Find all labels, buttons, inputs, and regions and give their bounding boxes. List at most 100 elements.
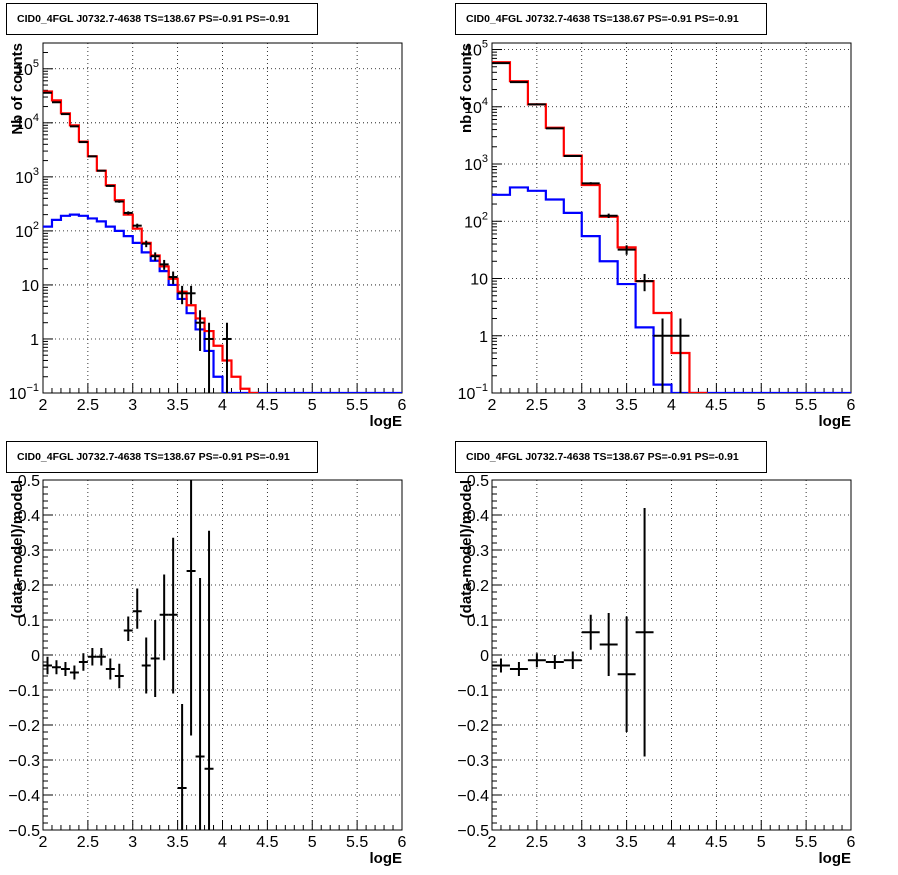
y-tick-label: 0	[480, 648, 489, 665]
panel-title-top-right: CID0_4FGL J0732.7-4638 TS=138.67 PS=-0.9…	[455, 3, 767, 35]
y-tick-label: 0.2	[18, 578, 40, 595]
y-tick-label-base: 10	[458, 386, 476, 403]
data-point	[51, 660, 61, 675]
data-point	[96, 169, 106, 172]
x-tick-label: 5.5	[795, 397, 817, 414]
data-point	[43, 656, 52, 675]
series-step-1	[492, 61, 708, 393]
panel-title-bottom-left: CID0_4FGL J0732.7-4638 TS=138.67 PS=-0.9…	[6, 441, 318, 473]
y-tick-label-exp: −1	[475, 382, 488, 394]
series-points-2	[43, 91, 232, 393]
x-tick-label: 5	[308, 834, 317, 851]
y-tick-label: 104	[15, 112, 39, 133]
data-point	[168, 537, 178, 694]
data-point	[563, 651, 582, 669]
data-point	[105, 184, 115, 187]
y-tick-label-exp: 4	[33, 112, 39, 124]
y-tick-label: 0.2	[467, 578, 489, 595]
panel-2: 2 2.5 3 3.5 4 4.5 5 5.5 6 −0.5 −0.4 −0.3 −0.2 −0.1 0 0.…	[8, 473, 406, 867]
data-point	[78, 141, 88, 144]
data-point	[204, 530, 214, 830]
x-axis-title: logE	[819, 850, 852, 867]
y-tick-label: 103	[15, 166, 39, 187]
series-step-1	[43, 90, 259, 393]
data-point	[114, 200, 124, 203]
data-point	[527, 653, 546, 668]
data-point	[150, 620, 160, 697]
y-axis-title: Nb of counts	[9, 43, 26, 135]
y-tick-label-base: 10	[9, 386, 27, 403]
data-point	[105, 658, 115, 680]
y-tick-label: 0.4	[18, 508, 40, 525]
y-tick-label: 0.5	[467, 473, 489, 490]
grid	[43, 480, 402, 830]
data-point	[87, 155, 97, 158]
y-tick-label-base: 10	[15, 116, 33, 133]
data-point	[114, 663, 124, 689]
y-tick-label: 102	[15, 220, 39, 241]
data-point	[69, 125, 79, 128]
data-layer	[492, 508, 654, 757]
y-tick-label-base: 10	[464, 100, 482, 117]
series-step-0	[492, 186, 851, 393]
y-tick-label-exp: 4	[482, 96, 488, 108]
tick-labels: 2 2.5 3 3.5 4 4.5 5 5.5 6 −0.5 −0.4 −0.3 −0.2 −0.1 0 0.…	[457, 473, 855, 851]
series-step-0	[43, 213, 402, 393]
data-point	[545, 127, 564, 130]
y-tick-label-exp: −1	[26, 382, 39, 394]
x-tick-label: 3	[577, 397, 586, 414]
y-tick-label: −0.3	[457, 753, 489, 770]
y-tick-label: 105	[15, 58, 39, 79]
x-tick-label: 5	[308, 397, 317, 414]
y-tick-label-exp: 2	[33, 220, 39, 232]
x-tick-label: 2.5	[526, 834, 548, 851]
y-tick-label: 0.3	[18, 543, 40, 560]
x-tick-label: 6	[398, 397, 407, 414]
data-point	[177, 704, 187, 830]
x-tick-label: 3.5	[167, 834, 189, 851]
x-tick-label: 3.5	[616, 834, 638, 851]
data-point	[159, 574, 169, 661]
data-layer	[492, 61, 851, 393]
y-tick-label: 0.1	[18, 613, 40, 630]
y-tick-label-exp: 5	[33, 58, 39, 70]
y-tick-label-base: 10	[15, 62, 33, 79]
ticks	[42, 479, 403, 831]
y-tick-label: 10	[470, 272, 488, 289]
data-point	[168, 271, 178, 285]
y-tick-label: −0.4	[457, 788, 489, 805]
y-tick-label-base: 10	[464, 43, 482, 60]
y-tick-label: −0.2	[457, 718, 489, 735]
y-tick-label-exp: 5	[482, 39, 488, 51]
ticks	[491, 479, 852, 831]
data-point	[195, 578, 205, 830]
y-tick-label: −0.5	[8, 823, 40, 840]
panel-title-bottom-right: CID0_4FGL J0732.7-4638 TS=138.67 PS=-0.9…	[455, 441, 767, 473]
data-point	[509, 662, 528, 676]
data-point	[78, 653, 88, 671]
y-tick-label-exp: 3	[482, 153, 488, 165]
data-point	[141, 240, 151, 248]
y-tick-label: 0.4	[467, 508, 489, 525]
x-tick-label: 4	[667, 397, 676, 414]
data-point	[60, 113, 70, 116]
x-tick-label: 2	[488, 834, 497, 851]
data-point	[132, 588, 142, 629]
data-point	[599, 213, 618, 219]
x-tick-label: 3.5	[167, 397, 189, 414]
data-point	[87, 648, 97, 666]
data-point	[581, 614, 600, 650]
x-tick-label: 5	[757, 397, 766, 414]
y-tick-label: −0.4	[8, 788, 40, 805]
y-tick-label: 0.1	[467, 613, 489, 630]
data-point	[545, 655, 564, 669]
x-tick-label: 5.5	[346, 397, 368, 414]
x-axis-title: logE	[819, 413, 852, 430]
x-tick-label: 5.5	[346, 834, 368, 851]
y-tick-label-exp: 3	[33, 166, 39, 178]
data-point	[60, 662, 70, 676]
tick-labels: 2 2.5 3 3.5 4 4.5 5 5.5 6 −0.5 −0.4 −0.3 −0.2 −0.1 0 0.…	[8, 473, 406, 851]
data-point	[186, 480, 196, 736]
data-point	[635, 508, 654, 757]
